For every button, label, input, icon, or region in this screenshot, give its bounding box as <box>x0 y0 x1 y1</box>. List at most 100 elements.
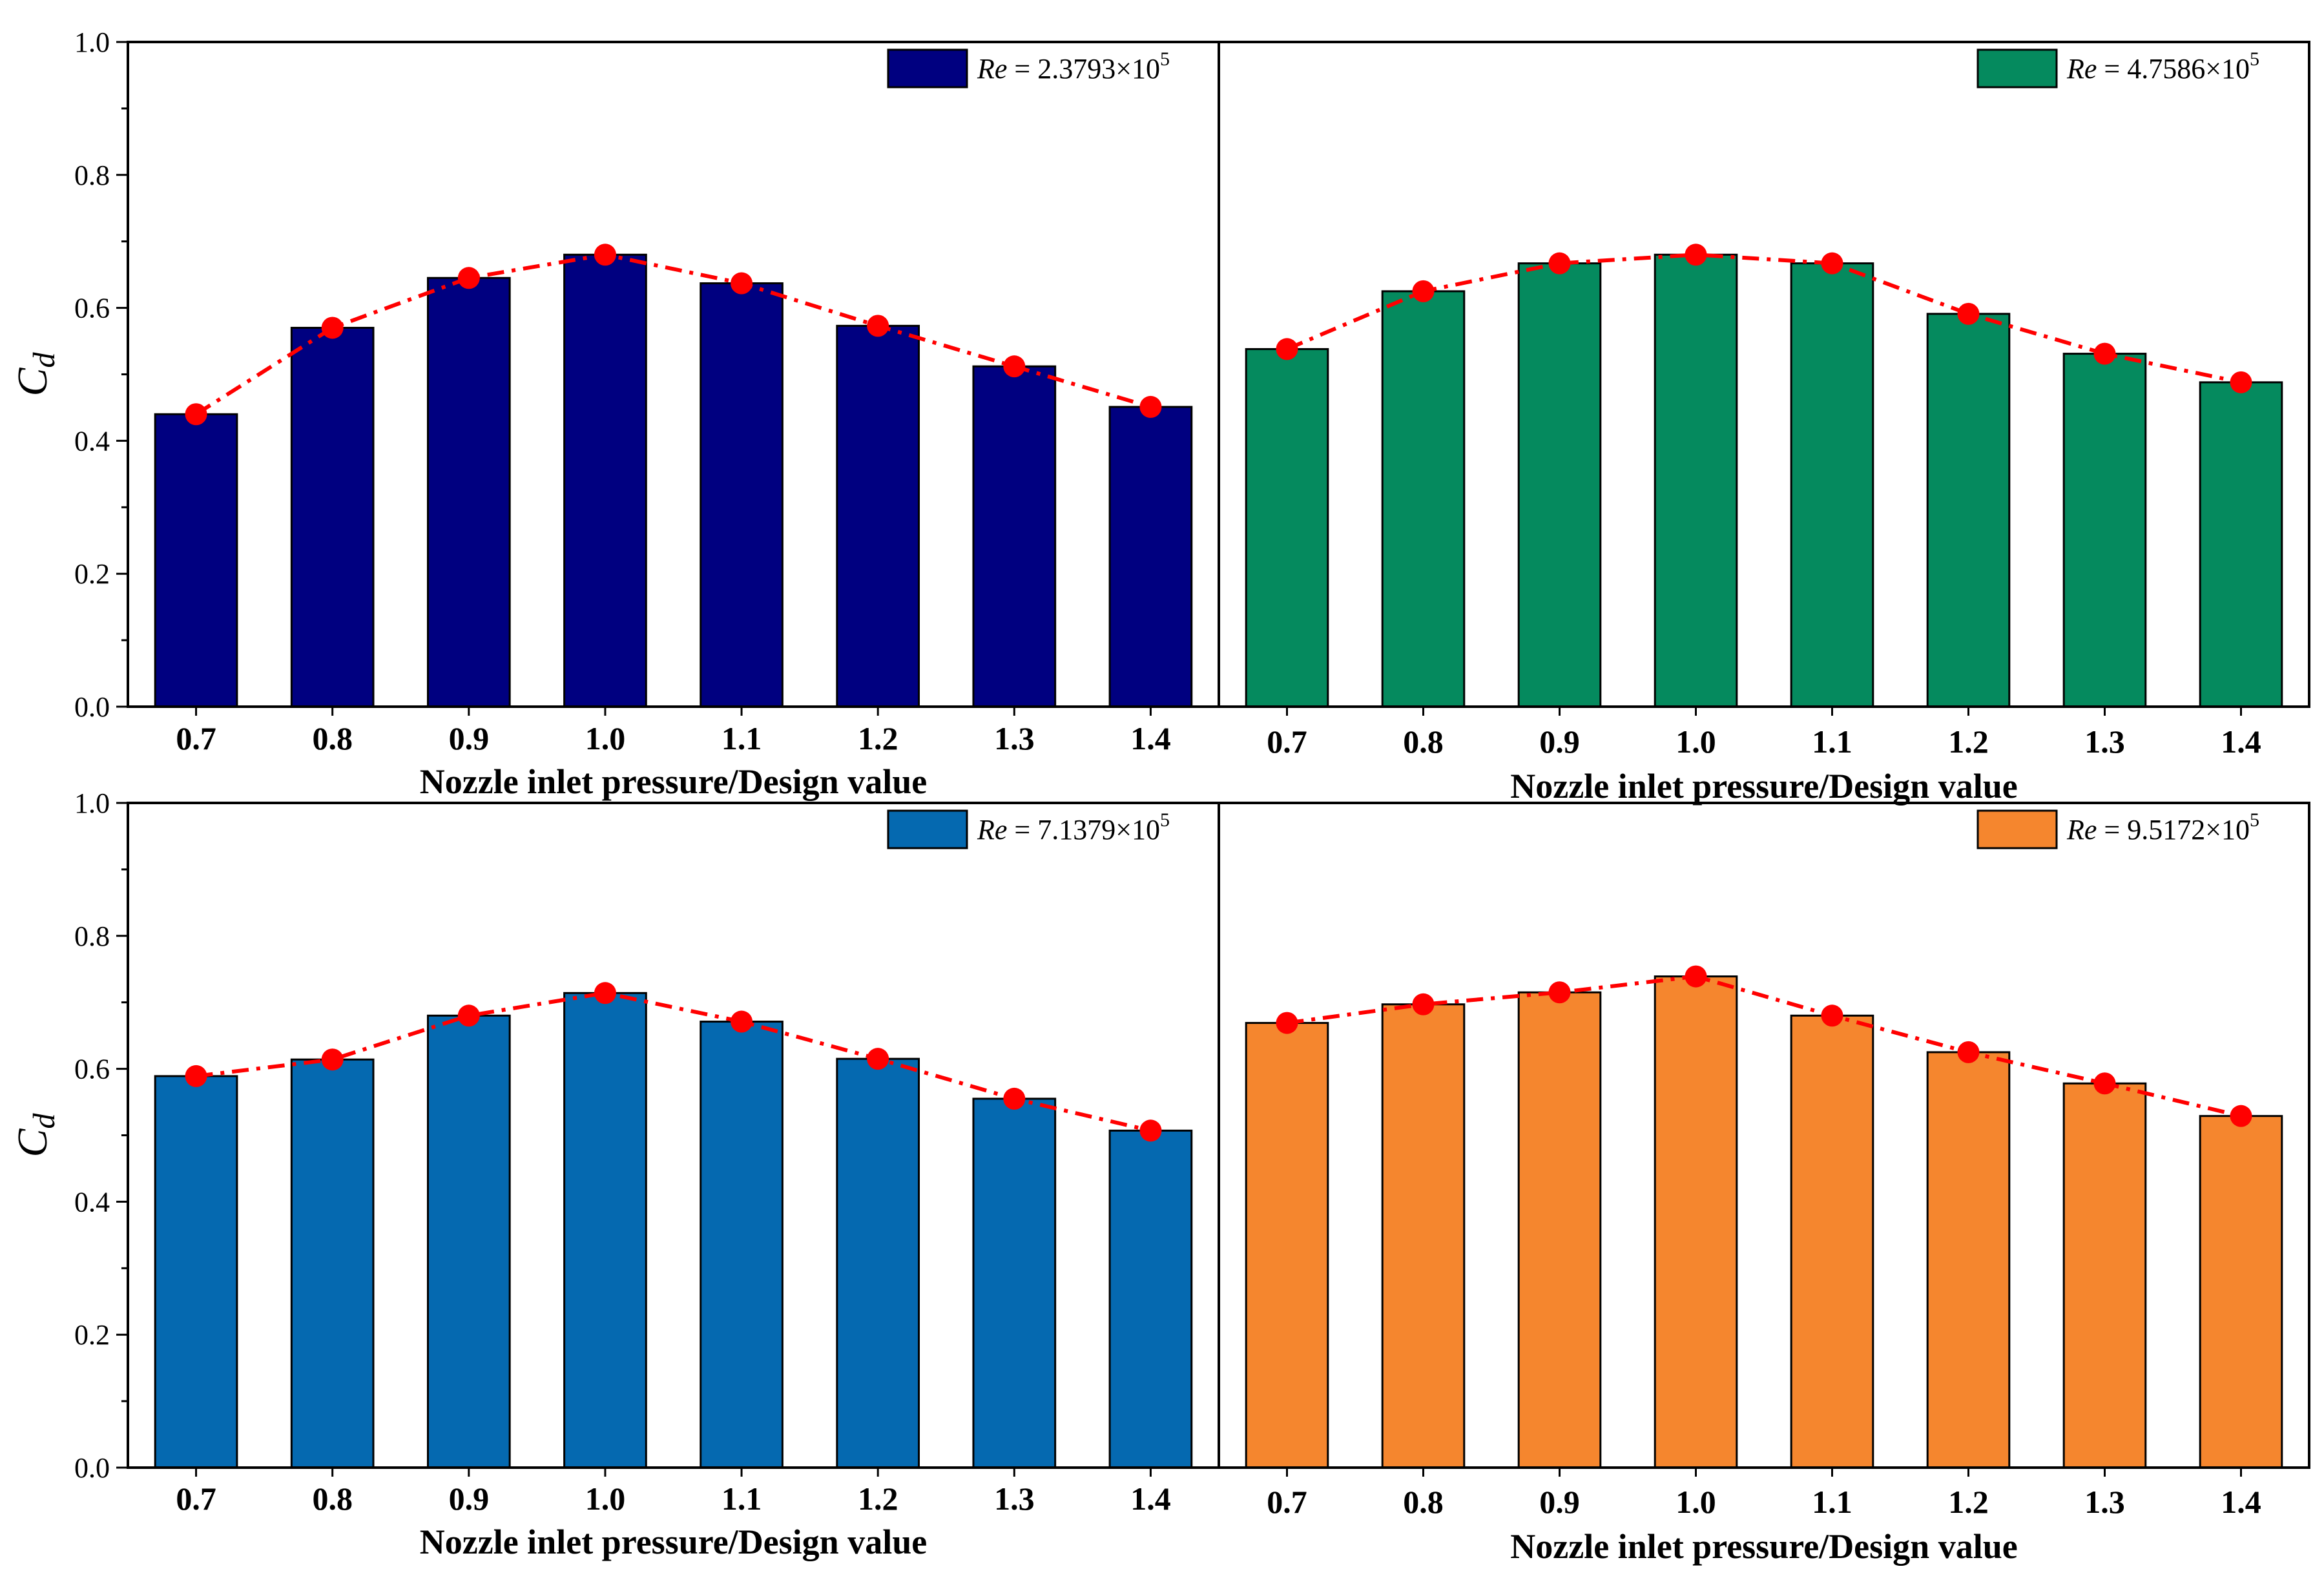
bar-1.2 <box>1926 1051 2011 1469</box>
x-tick-label: 0.7 <box>176 1481 216 1517</box>
bar-1.1 <box>1790 1014 1874 1469</box>
y-axis-label: Cd <box>9 351 61 396</box>
marker-0.8 <box>1412 280 1435 302</box>
bar-1.3 <box>2062 1082 2147 1469</box>
marker-0.7 <box>185 1065 207 1087</box>
x-tick-label: 0.8 <box>312 720 353 756</box>
bar-1.2 <box>1926 313 2011 708</box>
bar-0.8 <box>290 326 375 708</box>
x-tick-label: 1.2 <box>1948 723 1989 760</box>
x-tick-label: 0.7 <box>1267 1484 1307 1520</box>
y-axis-label-main: C <box>9 368 56 397</box>
trend-line <box>194 253 1152 416</box>
x-tick-label: 1.3 <box>994 720 1035 756</box>
y-tick-label: 1.0 <box>74 26 110 58</box>
marker-0.9 <box>1548 252 1571 275</box>
marker-1.4 <box>2230 1105 2252 1127</box>
legend-label-exp: 5 <box>2250 809 2259 831</box>
marker-1.2 <box>867 315 889 337</box>
y-tick-label: 0.8 <box>74 160 110 191</box>
legend-label-var: Re <box>977 814 1007 846</box>
legend-swatch <box>887 809 968 849</box>
x-tick-label: 0.9 <box>449 1481 490 1517</box>
x-tick-label: 0.9 <box>1539 723 1580 760</box>
marker-1.2 <box>1957 302 1980 325</box>
bar-0.7 <box>154 1075 238 1469</box>
marker-0.9 <box>457 1004 480 1027</box>
x-tick-label: 1.1 <box>1812 723 1852 760</box>
marker-1.1 <box>1821 252 1843 275</box>
x-axis-label: Nozzle inlet pressure/Design value <box>420 1523 927 1561</box>
marker-1.1 <box>731 1010 753 1033</box>
x-axis-label: Nozzle inlet pressure/Design value <box>1510 767 2017 806</box>
x-tick-label: 1.1 <box>721 720 762 756</box>
legend-swatch <box>1976 48 2058 88</box>
bar-0.9 <box>426 1014 511 1469</box>
x-tick-label: 0.8 <box>312 1481 353 1517</box>
x-tick-label: 1.4 <box>2221 723 2261 760</box>
bar-0.9 <box>1517 262 1602 708</box>
y-tick-label: 0.4 <box>74 1186 110 1218</box>
marker-0.9 <box>457 267 480 289</box>
y-tick-label: 0.2 <box>74 558 110 590</box>
legend-label-exp: 5 <box>1160 809 1170 831</box>
x-tick-label: 1.3 <box>994 1481 1035 1517</box>
bar-0.8 <box>1381 1003 1466 1469</box>
marker-1.0 <box>1685 244 1707 266</box>
y-axis-label-sub: d <box>27 1112 61 1128</box>
x-tick-label: 1.4 <box>1130 1481 1171 1517</box>
marker-0.7 <box>1276 338 1298 360</box>
bar-1.0 <box>1654 975 1738 1469</box>
marker-1.1 <box>1821 1004 1843 1027</box>
legend: Re = 2.3793×105 <box>887 48 1170 88</box>
y-axis-label-main: C <box>9 1128 56 1158</box>
bar-0.9 <box>426 276 511 708</box>
y-tick-label: 0.0 <box>74 691 110 723</box>
marker-0.7 <box>185 403 207 426</box>
bar-1.4 <box>2199 381 2283 708</box>
bar-1.1 <box>700 1021 783 1469</box>
x-tick-label: 0.8 <box>1403 723 1444 760</box>
x-tick-label: 0.9 <box>449 720 490 756</box>
bar-0.8 <box>1381 290 1466 708</box>
bar-1.3 <box>972 365 1057 708</box>
x-tick-label: 0.7 <box>176 720 216 756</box>
legend-label-var: Re <box>977 53 1007 85</box>
bar-1.1 <box>1790 262 1874 708</box>
x-tick-label: 1.4 <box>1130 720 1171 756</box>
x-tick-label: 1.0 <box>585 1481 626 1517</box>
x-tick-label: 1.0 <box>1676 1484 1716 1520</box>
plot-frame <box>1218 41 2310 708</box>
x-tick-label: 1.3 <box>2084 723 2125 760</box>
y-tick-label: 0.8 <box>74 920 110 952</box>
marker-0.8 <box>321 1048 344 1071</box>
chart-panel-3: 0.7 0.8 0.9 1.0 1.1 1.2 1.3 1.4 Nozzle inlet pre… <box>9 787 1220 1561</box>
x-axis-label: Nozzle inlet pressure/Design value <box>1510 1527 2017 1566</box>
x-tick-label: 1.4 <box>2221 1484 2261 1520</box>
marker-1.4 <box>2230 371 2252 393</box>
legend-label-var: Re <box>2066 814 2097 846</box>
legend-label: Re = 4.7586×105 <box>2066 48 2259 85</box>
marker-0.7 <box>1276 1012 1298 1034</box>
trend-line <box>196 991 1152 1133</box>
legend-label-var: Re <box>2066 53 2097 85</box>
legend: Re = 7.1379×105 <box>887 809 1170 849</box>
x-tick-label: 1.1 <box>1812 1484 1852 1520</box>
bar-0.7 <box>154 413 238 708</box>
y-tick-label: 0.6 <box>74 293 110 324</box>
bar-0.7 <box>1245 348 1329 708</box>
marker-1.4 <box>1139 1119 1162 1142</box>
marker-1.0 <box>594 244 616 266</box>
marker-1.4 <box>1139 395 1162 418</box>
bar-0.7 <box>1245 1022 1329 1469</box>
x-tick-label: 1.1 <box>721 1481 762 1517</box>
bar-1.4 <box>2199 1115 2283 1469</box>
x-tick-label: 1.0 <box>585 720 626 756</box>
y-tick-label: 1.0 <box>74 787 110 819</box>
bar-0.8 <box>290 1058 375 1469</box>
legend-label-exp: 5 <box>2250 48 2259 70</box>
x-tick-label: 1.3 <box>2084 1484 2125 1520</box>
marker-0.8 <box>1412 993 1435 1015</box>
marker-1.2 <box>867 1048 889 1070</box>
